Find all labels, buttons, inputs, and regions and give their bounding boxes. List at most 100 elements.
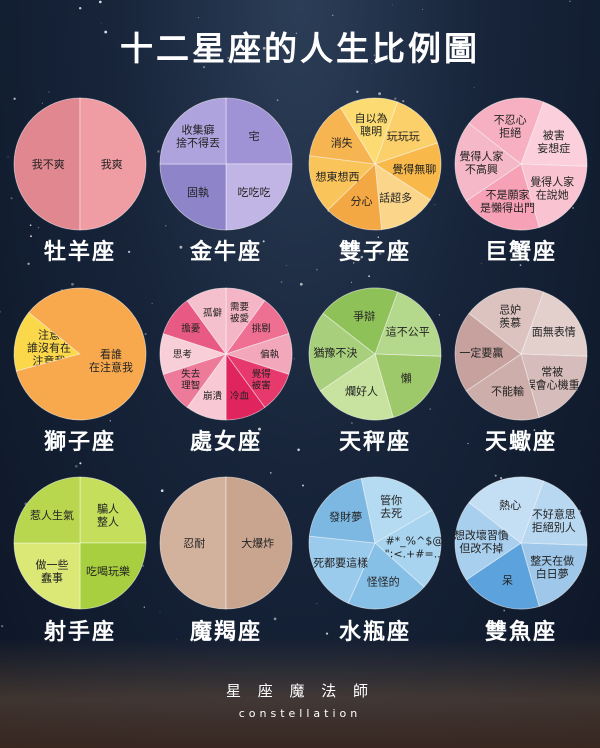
slice-label: 做一些蠢事 <box>36 557 69 584</box>
zodiac-name: 處女座 <box>189 430 262 455</box>
slice-label: 騙人整人 <box>97 501 119 528</box>
star <box>10 197 13 200</box>
star <box>481 263 483 265</box>
star <box>569 0 571 2</box>
star <box>27 262 30 265</box>
star <box>100 23 102 25</box>
pie-slice <box>465 163 540 231</box>
pie-slice <box>225 163 293 231</box>
star <box>352 262 355 264</box>
zodiac-name: 雙子座 <box>338 240 411 265</box>
slice-label: 話超多 <box>379 191 412 205</box>
pie-slice <box>79 476 147 544</box>
star <box>30 235 32 238</box>
slice-label: 冷血 <box>230 390 250 402</box>
slice-label: 管你去死 <box>380 493 402 520</box>
star <box>104 30 108 34</box>
star <box>533 429 536 431</box>
star <box>256 447 259 450</box>
pie-chart: 忍耐 大爆炸 <box>159 476 293 610</box>
pie-slice <box>374 353 442 418</box>
slice-label: 覺得無聊 <box>392 162 436 176</box>
star <box>377 236 380 238</box>
pie-slice <box>468 97 545 165</box>
pie-slice <box>520 101 588 167</box>
slice-label: 分心 <box>351 195 373 208</box>
pie-slice <box>308 155 376 211</box>
slice-label: 需要被愛 <box>230 302 250 325</box>
pie-slice <box>308 477 376 544</box>
slice-label: 不能輸 <box>491 384 524 398</box>
star <box>331 14 334 17</box>
star <box>402 100 405 103</box>
slice-label: 忍耐 <box>183 537 205 550</box>
star <box>258 427 261 431</box>
slice-label: 孤僻 <box>203 307 223 319</box>
slice-label: 死都要這樣 <box>313 556 368 570</box>
star <box>393 48 396 50</box>
star <box>360 255 364 259</box>
pie-slice <box>79 97 147 231</box>
star <box>7 156 9 158</box>
pie-slice <box>13 476 81 544</box>
star <box>127 250 131 254</box>
star <box>202 65 206 69</box>
slice-label: 一定要贏 <box>459 346 503 360</box>
star <box>1 625 4 628</box>
slice-label: 懶 <box>401 372 412 385</box>
star <box>351 281 352 283</box>
pie-chart: #*_%^$@ ";<.+#=... 怪怪的 死都要這樣 發財夢 管你去死 <box>308 476 445 610</box>
star <box>159 611 161 613</box>
star <box>365 245 367 247</box>
slice-label: 吃吃吃 <box>238 186 271 199</box>
slice-label: 爛好人 <box>345 384 378 398</box>
pie-slice <box>159 163 227 231</box>
slice-label: 爭辯 <box>353 309 375 323</box>
star <box>295 32 298 35</box>
slice-label: 覺得被害 <box>252 368 272 392</box>
pie-slice <box>13 311 81 372</box>
pie-slice <box>454 122 522 202</box>
star <box>270 472 272 474</box>
slice-label: 大爆炸 <box>241 536 274 550</box>
slice-label: 偏執 <box>260 348 280 360</box>
star <box>394 97 397 100</box>
slice-label: 不忍心拒絕 <box>494 113 527 139</box>
slice-label: #*_%^$@ ";<.+#=... <box>385 535 445 561</box>
pie-slice <box>186 287 227 356</box>
star <box>29 224 32 226</box>
pie-slice <box>15 287 147 421</box>
slice-label: 崩潰 <box>203 390 223 402</box>
star <box>197 17 199 19</box>
star <box>71 282 74 286</box>
star <box>494 474 497 477</box>
slice-label: 面無表情 <box>532 325 576 339</box>
star <box>299 282 303 286</box>
star <box>495 628 499 632</box>
star <box>301 484 305 487</box>
star <box>151 302 153 304</box>
star <box>280 281 283 283</box>
slice-label: 猶豫不決 <box>313 346 357 360</box>
star <box>434 204 436 206</box>
star <box>392 4 394 6</box>
pie-slice <box>360 476 433 544</box>
star <box>164 224 167 227</box>
pie-slice <box>520 480 588 546</box>
pie-slice <box>319 353 394 421</box>
pie-slice <box>520 542 588 607</box>
star <box>503 609 506 612</box>
star <box>473 86 475 89</box>
slice-label: 挑剔 <box>252 323 271 335</box>
star <box>78 6 82 10</box>
zodiac-name: 水瓶座 <box>338 620 411 645</box>
pie-slice <box>374 101 439 165</box>
pie-slice <box>327 163 383 231</box>
pie-slice <box>465 542 540 610</box>
star <box>101 629 104 632</box>
slice-label: 想東想西 <box>316 170 360 184</box>
slice-label: 不是願家是懶得出門 <box>480 188 535 215</box>
